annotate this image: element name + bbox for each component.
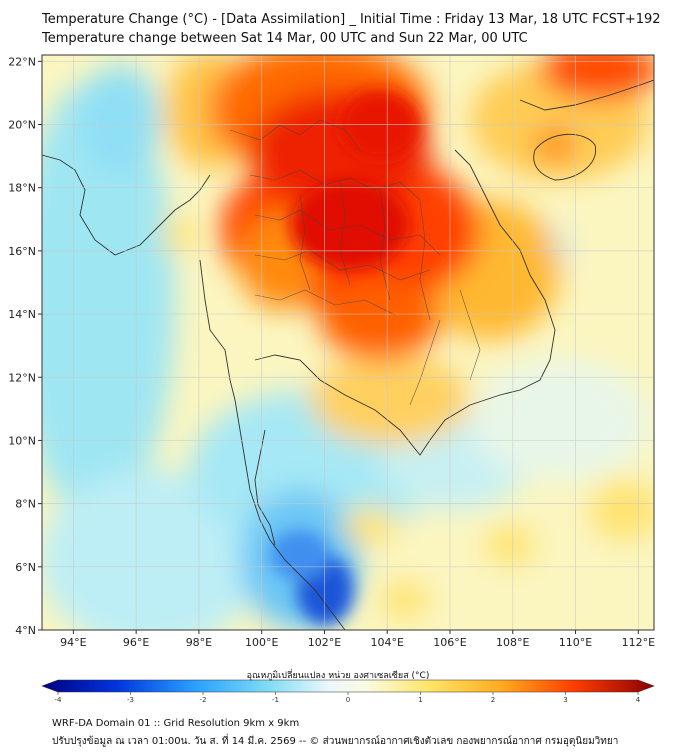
map-frame — [41, 54, 655, 631]
lat-tick-label: 6°N — [15, 561, 36, 574]
lat-tick-label: 10°N — [8, 434, 36, 447]
temperature-field — [42, 55, 654, 630]
colorbar-label: อุณหภูมิเปลี่ยนแปลง หน่วย องศาเซลเซียส (… — [246, 671, 430, 681]
lon-tick-label: 94°E — [60, 636, 86, 649]
colorbar-tick-label: -3 — [127, 696, 134, 704]
coastline — [42, 79, 654, 630]
province-borders — [229, 119, 481, 406]
lat-tick-label: 4°N — [15, 624, 36, 637]
lon-tick-label: 110°E — [559, 636, 592, 649]
colorbar: -4 -3 -2 -1 0 1 2 3 4 — [41, 679, 655, 704]
colorbar-tick-label: 2 — [491, 696, 495, 704]
lat-tick-label: 22°N — [8, 55, 36, 68]
colorbar-tick-label: 4 — [636, 696, 641, 704]
lat-tick-label: 14°N — [8, 308, 36, 321]
colorbar-tick-label: 3 — [563, 696, 567, 704]
lat-tick-label: 16°N — [8, 245, 36, 258]
colorbar-tick-label: 1 — [418, 696, 422, 704]
colorbar-tick-label: -2 — [200, 696, 207, 704]
footer-model-info: WRF-DA Domain 01 :: Grid Resolution 9km … — [52, 718, 300, 729]
colorbar-tick-label: 0 — [346, 696, 350, 704]
colorbar-tick-label: -1 — [272, 696, 279, 704]
graticule — [42, 55, 654, 630]
map-subtitle: Temperature change between Sat 14 Mar, 0… — [42, 31, 528, 46]
longitude-ticks: 94°E 96°E 98°E 100°E 102°E 104°E 106°E 108°E 110… — [60, 630, 655, 649]
lon-tick-label: 106°E — [433, 636, 466, 649]
lon-tick-label: 98°E — [186, 636, 212, 649]
lat-tick-label: 18°N — [8, 182, 36, 195]
colorbar-tick-label: -4 — [55, 696, 63, 704]
lon-tick-label: 108°E — [496, 636, 529, 649]
lon-tick-label: 102°E — [308, 636, 341, 649]
lon-tick-label: 100°E — [245, 636, 278, 649]
footer-update-info: ปรับปรุงข้อมูล ณ เวลา 01:00น. วัน ส. ที่… — [52, 736, 619, 747]
lat-tick-label: 20°N — [8, 119, 36, 132]
lon-tick-label: 104°E — [371, 636, 404, 649]
lat-tick-label: 8°N — [15, 498, 36, 511]
lon-tick-label: 112°E — [622, 636, 655, 649]
latitude-ticks: 22°N 20°N 18°N 16°N 14°N 12°N 10°N 8°N 6°N 4°N — [8, 55, 42, 637]
lat-tick-label: 12°N — [8, 371, 36, 384]
map-title: Temperature Change (°C) - [Data Assimila… — [42, 12, 661, 27]
lon-tick-label: 96°E — [123, 636, 149, 649]
